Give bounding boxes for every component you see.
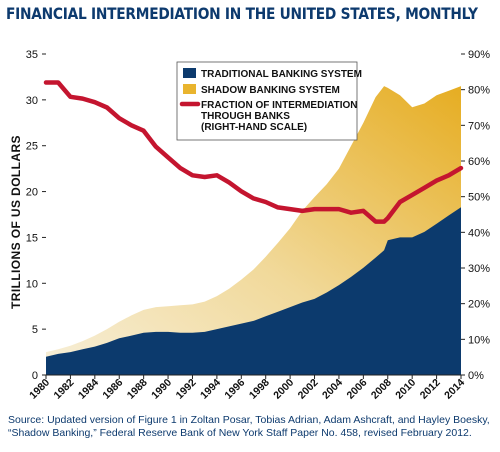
x-tick-label: 2014: [442, 377, 467, 402]
traditional-banking-area: [46, 207, 461, 375]
legend-label-fraction-3: (RIGHT-HAND SCALE): [201, 122, 307, 133]
y-tick-label: 10: [26, 278, 38, 290]
x-tick-label: 2002: [296, 377, 321, 402]
y-tick-label: 25: [26, 141, 38, 153]
legend-label-traditional: TRADITIONAL BANKING SYSTEM: [201, 69, 362, 80]
chart: 0 5 10 15 20 25 30 35 0% 10% 20% 30% 40% 50% 60% 70% 80…: [9, 49, 490, 402]
y-tick-label: 15: [26, 232, 38, 244]
x-tick-label: 2008: [369, 377, 394, 402]
y2-tick-label: 40%: [468, 227, 490, 239]
x-tick-label: 1990: [149, 377, 174, 402]
x-tick-label: 1996: [222, 377, 247, 402]
legend-label-fraction-1: FRACTION OF INTERMEDIATION: [201, 100, 357, 111]
y2-tick-label: 10%: [468, 334, 490, 346]
source-note: Source: Updated version of Figure 1 in Z…: [8, 414, 490, 439]
x-tick-label: 1984: [76, 377, 101, 402]
x-tick-label: 1980: [27, 377, 52, 402]
y-axis-left: 0 5 10 15 20 25 30 35: [26, 49, 46, 382]
x-tick-label: 2012: [418, 377, 443, 402]
legend-box: [176, 61, 358, 141]
legend-swatch-traditional: [183, 68, 196, 78]
x-tick-label: 1982: [52, 377, 77, 402]
x-tick-label: 1998: [247, 377, 272, 402]
x-axis: 1980 1982 1984 1986 1988 1990 1992 1994 1996 1998…: [27, 375, 467, 402]
y2-tick-label: 60%: [468, 156, 490, 168]
y-tick-label: 35: [26, 49, 38, 61]
y-tick-label: 5: [32, 324, 38, 336]
legend-swatch-shadow: [183, 84, 196, 94]
x-tick-label: 1992: [174, 377, 199, 402]
y-axis-right: 0% 10% 20% 30% 40% 50% 60% 70% 80% 90%: [461, 49, 490, 382]
y2-tick-label: 70%: [468, 120, 490, 132]
legend: TRADITIONAL BANKING SYSTEM SHADOW BANKIN…: [176, 61, 362, 141]
y2-tick-label: 0%: [468, 370, 484, 382]
legend-label-shadow: SHADOW BANKING SYSTEM: [201, 85, 340, 96]
x-tick-label: 1986: [100, 377, 125, 402]
y-tick-label: 20: [26, 187, 38, 199]
y-tick-label: 30: [26, 95, 38, 107]
y2-tick-label: 90%: [468, 49, 490, 61]
fraction-line: [43, 80, 464, 224]
x-tick-label: 1994: [198, 377, 223, 402]
x-tick-label: 2004: [320, 377, 345, 402]
y2-tick-label: 50%: [468, 192, 490, 204]
legend-label-fraction-2: THROUGH BANKS: [201, 111, 290, 122]
x-tick-label: 2010: [393, 377, 418, 402]
y-tick-label: 0: [32, 370, 38, 382]
x-tick-label: 1988: [125, 377, 150, 402]
x-tick-label: 2006: [344, 377, 369, 402]
y2-tick-label: 30%: [468, 263, 490, 275]
page-title: FINANCIAL INTERMEDIATION IN THE UNITED S…: [6, 4, 478, 23]
x-tick-label: 2000: [271, 377, 296, 402]
y2-tick-label: 80%: [468, 85, 490, 97]
y2-tick-label: 20%: [468, 299, 490, 311]
y-axis-title: TRILLIONS OF US DOLLARS: [9, 135, 23, 309]
